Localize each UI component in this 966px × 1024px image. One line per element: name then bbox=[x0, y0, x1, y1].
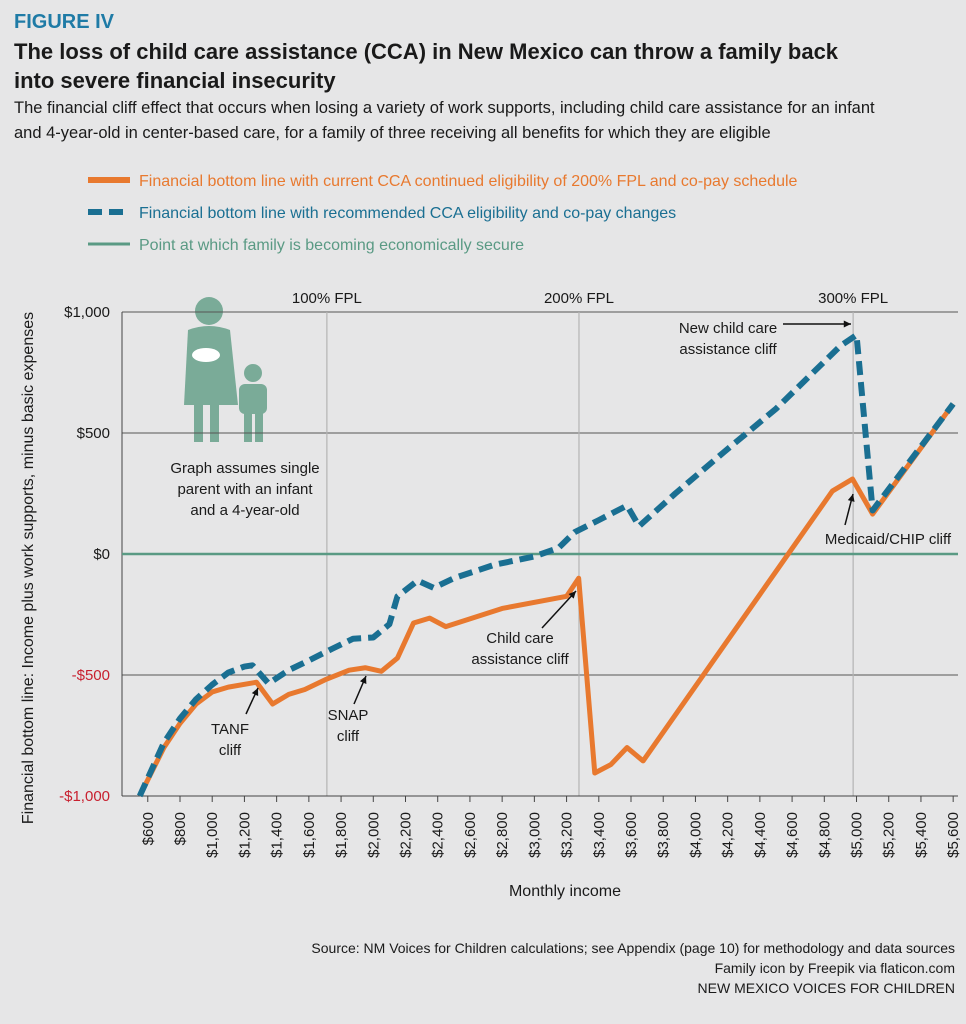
arrow-head bbox=[843, 320, 851, 328]
x-tick-label: $3,600 bbox=[623, 812, 640, 858]
x-tick-label: $800 bbox=[172, 812, 189, 845]
legend-label: Financial bottom line with recommended C… bbox=[139, 205, 676, 222]
arrow-head bbox=[251, 688, 259, 696]
y-axis-label: Financial bottom line: Income plus work … bbox=[20, 312, 37, 824]
footer-text: NEW MEXICO VOICES FOR CHILDREN bbox=[698, 980, 955, 996]
fpl-label: 200% FPL bbox=[544, 290, 614, 307]
x-tick-label: $2,600 bbox=[462, 812, 479, 858]
x-tick-label: $4,400 bbox=[752, 812, 769, 858]
annotation-arrow bbox=[541, 590, 577, 629]
x-tick-label: $1,600 bbox=[301, 812, 318, 858]
series-line bbox=[136, 331, 956, 798]
annotation: cliff bbox=[337, 728, 360, 745]
x-axis-label: Monthly income bbox=[509, 883, 621, 900]
x-tick-label: $4,800 bbox=[816, 812, 833, 858]
x-tick-label: $1,800 bbox=[333, 812, 350, 858]
x-tick-label: $5,600 bbox=[945, 812, 962, 858]
annotation: Medicaid/CHIP cliff bbox=[825, 531, 952, 548]
x-tick-label: $2,800 bbox=[494, 812, 511, 858]
x-tick-label: $2,200 bbox=[397, 812, 414, 858]
x-tick-label: $5,200 bbox=[881, 812, 898, 858]
x-tick-label: $4,000 bbox=[687, 812, 704, 858]
x-tick-label: $2,400 bbox=[430, 812, 447, 858]
annotation: parent with an infant bbox=[177, 481, 313, 498]
annotation: cliff bbox=[219, 742, 242, 759]
x-tick-label: $1,000 bbox=[204, 812, 221, 858]
x-tick-label: $2,000 bbox=[365, 812, 382, 858]
legend-label: Financial bottom line with current CCA c… bbox=[139, 173, 798, 190]
x-tick-label: $3,000 bbox=[526, 812, 543, 858]
legend-label: Point at which family is becoming econom… bbox=[139, 237, 524, 254]
x-tick-label: $1,400 bbox=[269, 812, 286, 858]
y-tick-label: -$1,000 bbox=[59, 788, 110, 805]
figure-label: FIGURE IV bbox=[14, 11, 115, 33]
arrow-head bbox=[359, 676, 367, 684]
annotation: SNAP bbox=[328, 707, 369, 724]
annotation: and a 4-year-old bbox=[190, 502, 299, 519]
arrow-head bbox=[847, 494, 855, 502]
annotation: Graph assumes single bbox=[170, 460, 319, 477]
x-tick-label: $4,600 bbox=[784, 812, 801, 858]
y-tick-label: $1,000 bbox=[64, 304, 110, 321]
x-tick-label: $5,400 bbox=[913, 812, 930, 858]
x-tick-label: $4,200 bbox=[720, 812, 737, 858]
annotation: TANF bbox=[211, 721, 249, 738]
y-tick-label: -$500 bbox=[72, 667, 110, 684]
chart-title: The loss of child care assistance (CCA) … bbox=[14, 39, 839, 64]
annotation: assistance cliff bbox=[679, 341, 777, 358]
chart-title: into severe financial insecurity bbox=[14, 68, 336, 93]
x-tick-label: $3,400 bbox=[591, 812, 608, 858]
series-line bbox=[137, 402, 956, 798]
x-tick-label: $3,200 bbox=[559, 812, 576, 858]
x-tick-label: $5,000 bbox=[849, 812, 866, 858]
footer-text: Family icon by Freepik via flaticon.com bbox=[715, 960, 955, 976]
annotation: New child care bbox=[679, 320, 777, 337]
y-tick-label: $0 bbox=[93, 546, 110, 563]
annotation: assistance cliff bbox=[471, 651, 569, 668]
subtitle: and 4-year-old in center-based care, for… bbox=[14, 124, 771, 142]
x-tick-label: $600 bbox=[140, 812, 157, 845]
arrow-head bbox=[568, 591, 576, 599]
fpl-label: 100% FPL bbox=[292, 290, 362, 307]
family-icon bbox=[184, 297, 267, 442]
x-tick-label: $3,800 bbox=[655, 812, 672, 858]
y-tick-label: $500 bbox=[77, 425, 110, 442]
subtitle: The financial cliff effect that occurs w… bbox=[14, 99, 875, 117]
annotation: Child care bbox=[486, 630, 554, 647]
fpl-label: 300% FPL bbox=[818, 290, 888, 307]
footer-text: Source: NM Voices for Children calculati… bbox=[311, 940, 955, 956]
x-tick-label: $1,200 bbox=[236, 812, 253, 858]
